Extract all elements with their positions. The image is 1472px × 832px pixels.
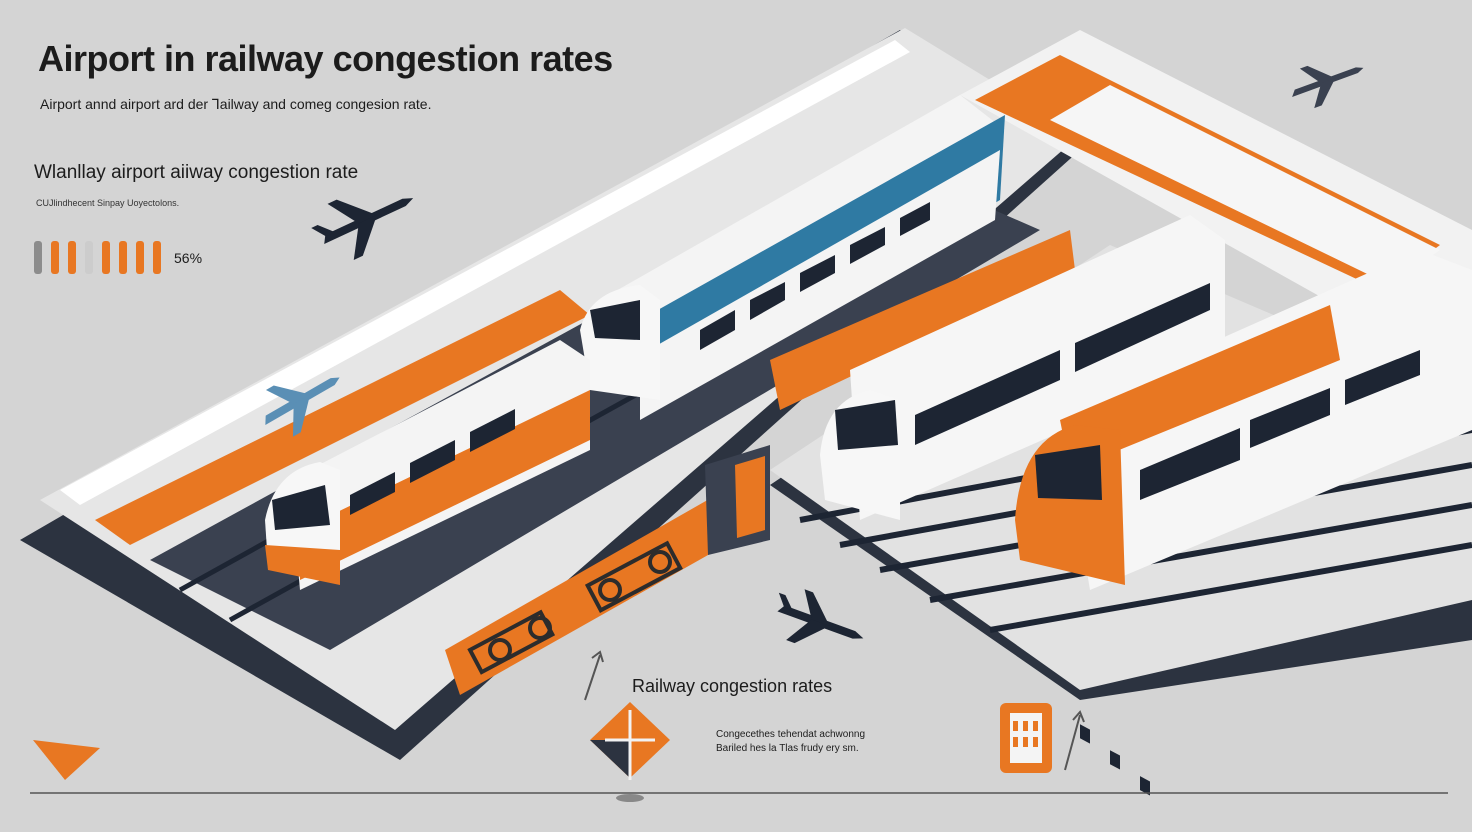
blue-train-windshield bbox=[590, 300, 640, 340]
page-subtitle: Airport annd airport ard der Ꞁailway and… bbox=[40, 96, 432, 112]
platform-orange-strip bbox=[95, 290, 590, 545]
section-note-line1: Congecethes tehendat achwonng bbox=[716, 729, 866, 740]
arrow-icon bbox=[33, 740, 100, 780]
blue-train-windows bbox=[700, 202, 930, 350]
orange-mural-upper bbox=[770, 230, 1075, 410]
left-train-nose-band bbox=[265, 545, 340, 585]
left-train-windshield bbox=[272, 485, 330, 530]
gauge-bar bbox=[153, 241, 161, 274]
section-title: Railway congestion rates bbox=[632, 676, 833, 696]
airplane-icon bbox=[311, 198, 414, 261]
section-note-line2: Bariled hes la Tlas frudy ery sm. bbox=[716, 743, 859, 754]
airplane-icon bbox=[1292, 65, 1364, 109]
station-building-icon bbox=[1000, 703, 1052, 773]
mural-vehicles bbox=[467, 540, 683, 675]
orange-train-windows bbox=[1140, 350, 1420, 500]
arrow-icon bbox=[1064, 710, 1085, 771]
blue-train-roof bbox=[600, 95, 1005, 345]
white-train-windshield bbox=[835, 400, 898, 450]
gauge-bar bbox=[119, 241, 127, 274]
arrow-icon bbox=[584, 650, 604, 701]
gauge-bar bbox=[102, 241, 110, 274]
left-train-windows bbox=[350, 409, 515, 515]
canopy-white-band bbox=[1050, 85, 1440, 285]
gauge-value: 56% bbox=[174, 250, 203, 266]
left-train-stripe bbox=[300, 390, 590, 580]
ticket-machine-panel bbox=[735, 456, 765, 538]
white-train-windows bbox=[915, 283, 1210, 445]
orange-train-windshield bbox=[1035, 445, 1102, 500]
orange-mural-lower bbox=[445, 470, 770, 695]
canopy-windows bbox=[1080, 724, 1150, 796]
gauge-bar bbox=[85, 241, 93, 274]
metric-caption: CUJlindhecent Sinpay Uoyectolons. bbox=[36, 198, 180, 208]
gauge-bar bbox=[136, 241, 144, 274]
orange-train-roof bbox=[1060, 305, 1340, 470]
diamond-direction-icon bbox=[590, 702, 670, 802]
airplane-icon bbox=[777, 589, 864, 644]
gauge-bar bbox=[34, 241, 42, 274]
congestion-gauge bbox=[34, 241, 161, 274]
metric-title: Wlanllay airport aiiway congestion rate bbox=[34, 162, 359, 183]
gauge-bar bbox=[68, 241, 76, 274]
page-title: Airport in railway congestion rates bbox=[38, 38, 613, 79]
airplane-icon bbox=[265, 377, 340, 437]
gauge-bar bbox=[51, 241, 59, 274]
